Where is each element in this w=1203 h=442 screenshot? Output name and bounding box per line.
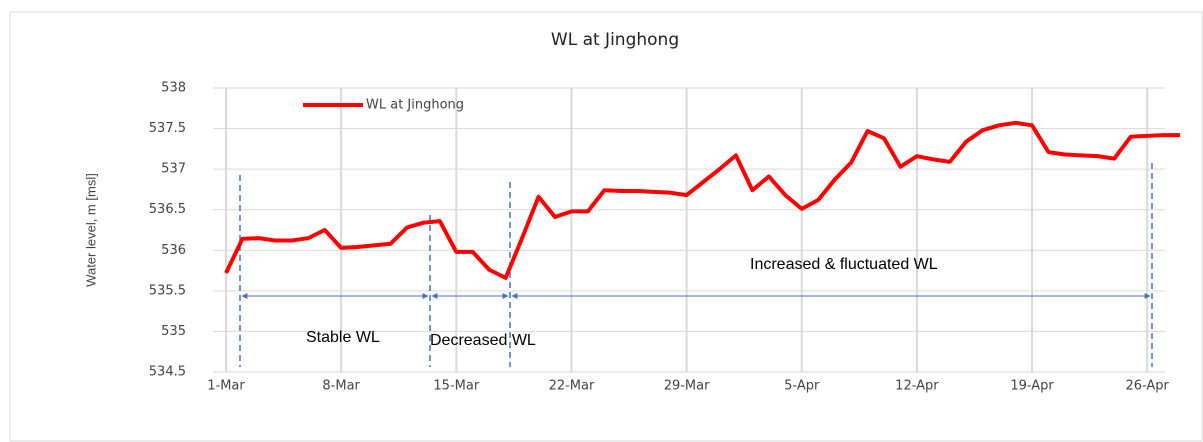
chart-border: [9, 11, 1203, 442]
x-tick-label: 29-Mar: [664, 379, 710, 394]
y-tick-label: 537: [161, 162, 186, 177]
x-tick-label: 8-Mar: [322, 379, 360, 394]
y-tick-label: 535.5: [149, 283, 186, 298]
data-line: [224, 120, 1181, 280]
annotation: Decreased WL: [430, 332, 536, 349]
annotation: Stable WL: [306, 329, 380, 346]
legend-label: WL at Jinghong: [366, 98, 464, 113]
annotation-lines: [239, 163, 1153, 367]
y-axis-label: Water level, m [msl]: [83, 173, 98, 287]
y-tick-label: 536.5: [149, 202, 186, 217]
y-tick-label: 538: [161, 81, 186, 96]
x-tick-label: 19-Apr: [1010, 379, 1054, 394]
x-tick-label: 22-Mar: [549, 379, 595, 394]
x-tick-label: 26-Apr: [1125, 379, 1169, 394]
annotation: Increased & fluctuated WL: [750, 256, 938, 273]
x-tick-label: 12-Apr: [895, 379, 939, 394]
y-tick-label: 534.5: [149, 365, 186, 380]
x-tick-label: 5-Apr: [784, 379, 820, 394]
y-tick-label: 535: [161, 324, 186, 339]
chart-title: WL at Jinghong: [551, 30, 679, 50]
y-tick-label: 537.5: [149, 121, 186, 136]
x-tick-label: 15-Mar: [433, 379, 479, 394]
x-tick-label: 1-Mar: [207, 379, 245, 394]
y-tick-label: 536: [161, 243, 186, 258]
